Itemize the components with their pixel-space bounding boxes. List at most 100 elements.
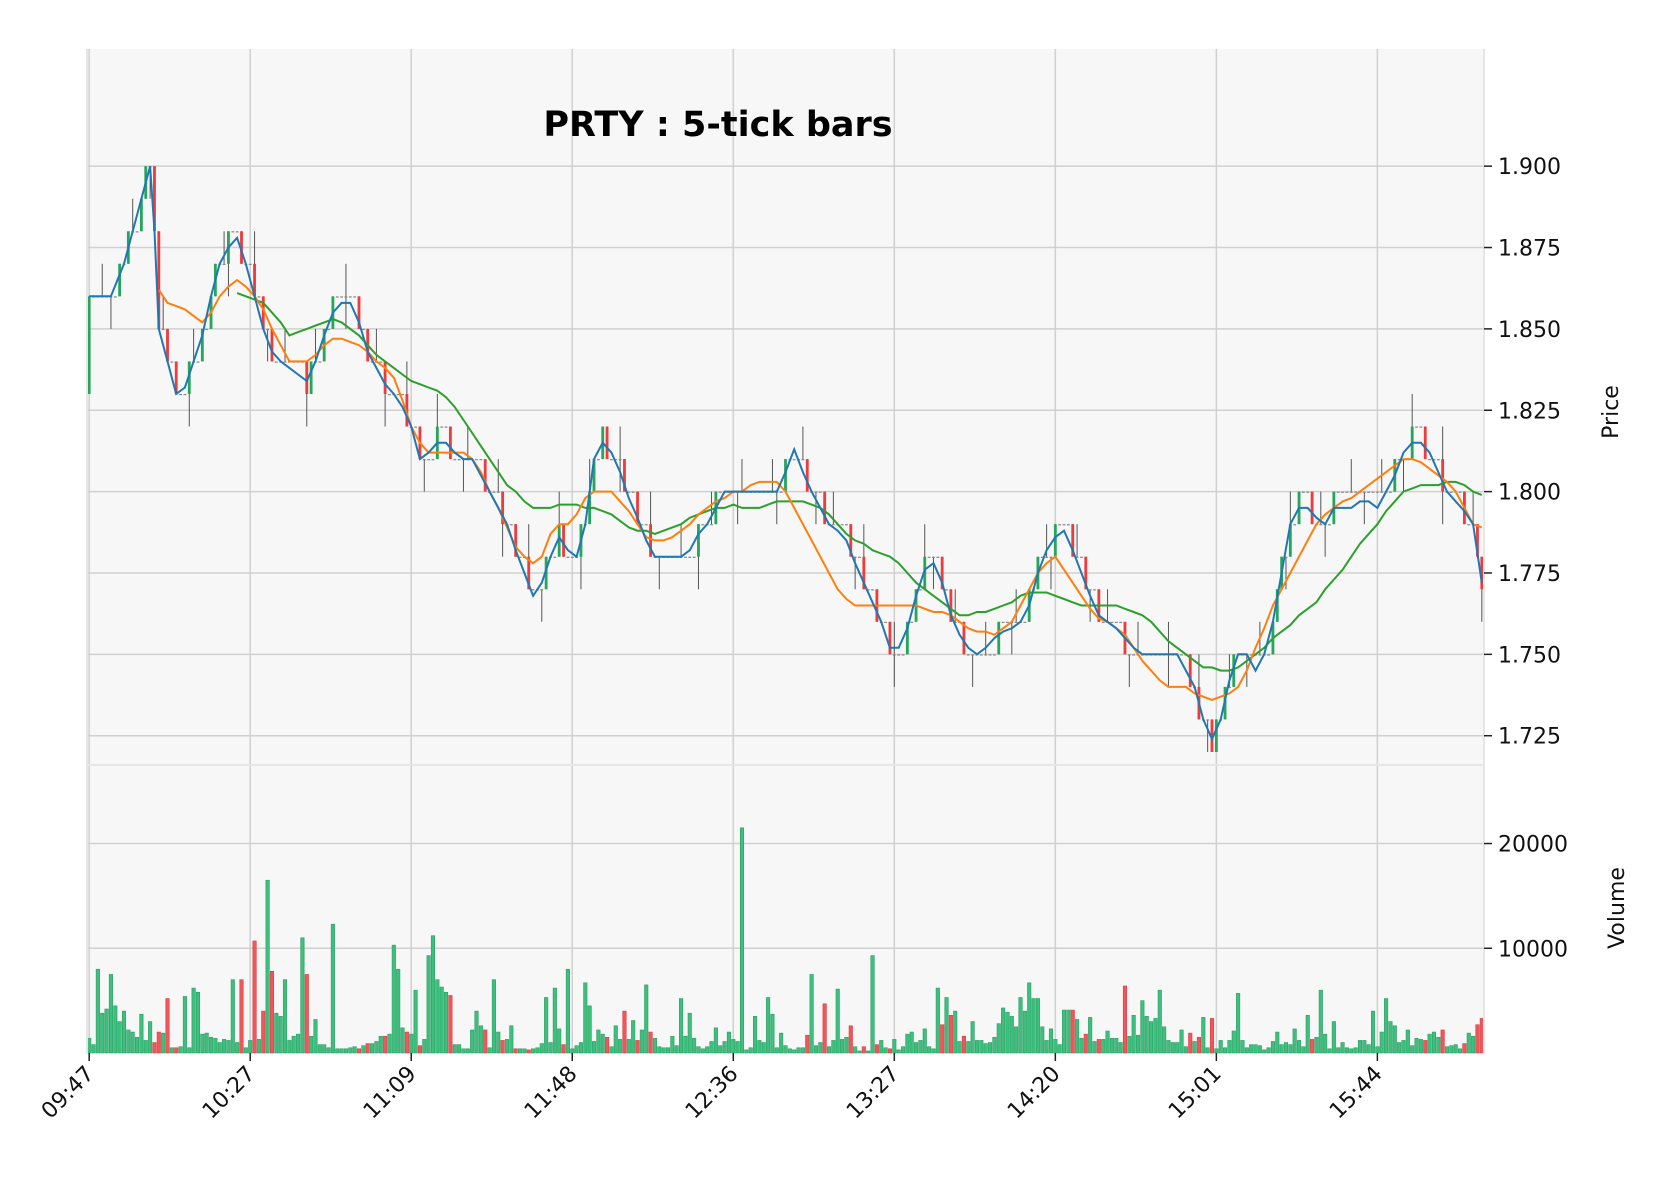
volume-bar: [1449, 1045, 1454, 1054]
candle-body: [871, 589, 874, 591]
candle-body: [540, 589, 544, 591]
volume-bar: [383, 1035, 388, 1054]
volume-bar: [840, 1039, 845, 1054]
candle-body: [179, 393, 182, 396]
volume-bar: [1201, 1017, 1206, 1054]
volume-bar: [826, 1046, 832, 1054]
volume-bar: [996, 1023, 1001, 1054]
candle-body: [509, 524, 513, 526]
volume-bar: [953, 1010, 958, 1054]
volume-bar: [113, 1005, 118, 1054]
candle-body: [431, 459, 435, 461]
volume-bar: [226, 1040, 231, 1054]
candle-body: [997, 621, 1001, 655]
volume-bar: [1362, 1040, 1367, 1054]
volume-bar: [117, 1021, 122, 1054]
volume-bar: [1075, 1019, 1080, 1054]
volume-bar: [618, 1039, 623, 1054]
candle-body: [1227, 686, 1231, 689]
candle-body: [544, 556, 548, 590]
volume-bar: [596, 1029, 601, 1054]
candle-body: [388, 393, 391, 396]
candle-body: [1467, 524, 1471, 526]
candle-body: [892, 654, 896, 656]
candle-body: [370, 361, 374, 363]
volume-bar: [317, 1044, 322, 1054]
volume-bar: [1253, 1044, 1258, 1054]
volume-bar: [870, 955, 875, 1054]
candle-body: [257, 296, 261, 298]
candle-body: [636, 491, 639, 525]
volume-bar: [1414, 1038, 1419, 1054]
candle-body: [1341, 491, 1344, 493]
ma-long-line: [236, 292, 1483, 672]
volume-bar: [1170, 1042, 1175, 1054]
candle-body: [1284, 556, 1288, 558]
price-tick-label: 1.725: [1498, 725, 1561, 750]
volume-bar: [387, 1033, 392, 1054]
candle-body: [553, 556, 557, 558]
volume-bar: [1001, 1007, 1006, 1054]
volume-bar: [557, 1028, 562, 1054]
candle-body: [361, 328, 365, 331]
volume-bar: [587, 1005, 592, 1054]
volume-bar: [718, 1045, 723, 1054]
candle-body: [1023, 621, 1027, 623]
volume-bar: [713, 1027, 718, 1054]
volume-bar: [648, 1031, 653, 1054]
volume-bar: [918, 1040, 923, 1054]
volume-bar: [104, 1008, 109, 1054]
candle-body: [135, 231, 139, 233]
candle-body: [1306, 491, 1310, 493]
volume-bar: [726, 1031, 731, 1054]
volume-bar: [1427, 1033, 1432, 1054]
candle-body: [910, 621, 914, 623]
candle-body: [1428, 459, 1432, 461]
volume-bar: [465, 1048, 470, 1054]
volume-bar: [1192, 1041, 1197, 1054]
volume-bar: [705, 1046, 710, 1054]
candle-body: [348, 296, 352, 298]
volume-bar: [692, 1038, 697, 1054]
candle-body: [784, 459, 787, 492]
volume-bar: [304, 974, 309, 1054]
candle-body: [1389, 491, 1392, 493]
volume-bar: [857, 1050, 862, 1054]
volume-bar: [365, 1043, 370, 1054]
candle-body: [1288, 524, 1292, 557]
candle-body: [1119, 621, 1123, 623]
volume-bar: [974, 1040, 980, 1054]
volume-bar: [774, 1047, 779, 1054]
candle-body: [444, 426, 448, 428]
volume-bar: [1122, 985, 1127, 1054]
candle-body: [988, 654, 992, 656]
volume-bar: [435, 979, 440, 1054]
volume-bar: [95, 968, 100, 1054]
candle-body: [235, 231, 239, 233]
volume-bar: [217, 1042, 222, 1054]
volume-bar: [809, 974, 814, 1054]
candle-body: [936, 556, 940, 558]
volume-bar: [200, 1033, 205, 1054]
candle-body: [945, 589, 948, 591]
volume-bar: [517, 1048, 523, 1054]
candle-body: [222, 263, 226, 265]
volume-bar: [800, 1047, 805, 1054]
volume-bar: [191, 987, 196, 1054]
ma-mid-line: [157, 278, 1483, 701]
volume-bar: [1375, 1046, 1380, 1054]
candle-body: [453, 459, 457, 461]
volume-bar: [208, 1036, 214, 1054]
volume-bar: [853, 1046, 858, 1054]
volume-bar: [470, 1029, 475, 1054]
volume-bar: [722, 1041, 727, 1054]
volume-bar: [861, 1046, 866, 1054]
volume-bar: [182, 996, 187, 1054]
volume-bar: [282, 979, 288, 1054]
volume-bar: [879, 1040, 884, 1054]
candle-body: [139, 198, 143, 232]
candle-body: [897, 654, 901, 656]
volume-bar: [670, 1035, 675, 1054]
volume-bar: [378, 1035, 383, 1054]
candle-body: [949, 589, 953, 622]
